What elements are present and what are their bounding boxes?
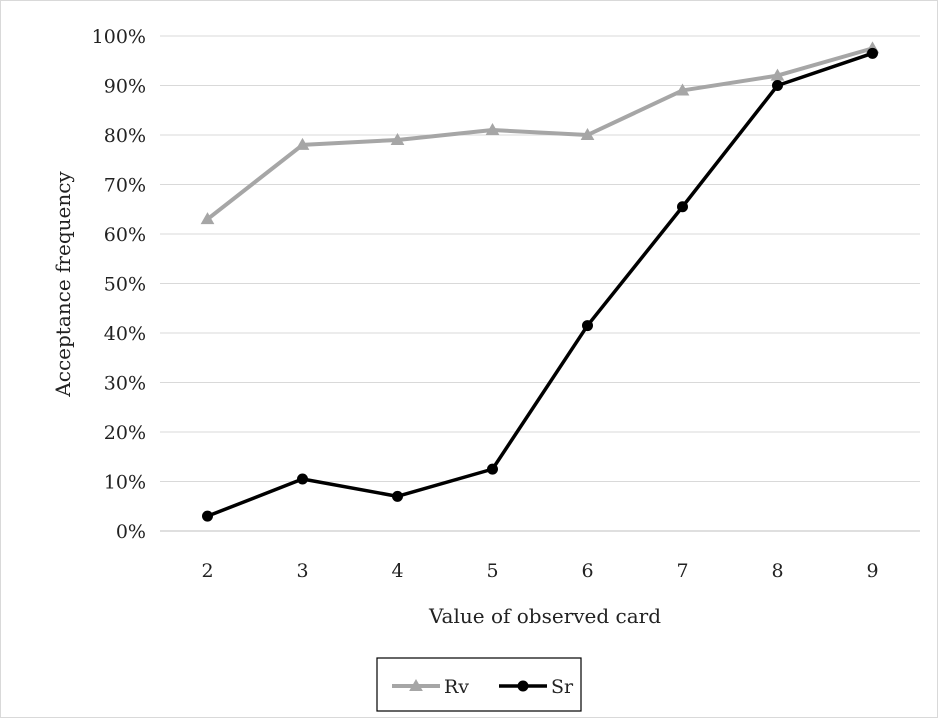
data-point-sr <box>202 510 213 522</box>
series-line-sr <box>205 51 875 518</box>
data-point-sr <box>297 473 308 485</box>
x-axis-title: Value of observed card <box>428 604 661 628</box>
data-point-sr <box>867 47 878 59</box>
data-point-sr <box>392 490 403 502</box>
axes: 0% 10% 20% 30% 40% 50% 60% 70% 80% 90% 100% 2 3 4 5 6 7 8… <box>92 26 920 582</box>
data-point-sr <box>487 463 498 475</box>
legend-marker-sr <box>517 680 529 692</box>
data-point-sr <box>677 201 688 213</box>
data-point-rv <box>675 83 690 96</box>
series-line-rv <box>205 46 875 222</box>
x-tick-label: 6 <box>581 560 593 582</box>
x-tick-label: 4 <box>391 560 403 582</box>
data-point-sr <box>582 320 593 332</box>
y-tick-label: 40% <box>104 323 146 345</box>
x-tick-label: 9 <box>866 560 878 582</box>
data-point-rv <box>580 127 595 140</box>
x-tick-label: 5 <box>486 560 498 582</box>
y-tick-label: 0% <box>116 521 146 543</box>
x-tick-label: 2 <box>201 560 213 582</box>
y-tick-label: 20% <box>104 422 146 444</box>
y-tick-label: 70% <box>104 175 146 197</box>
y-tick-label: 50% <box>104 274 146 296</box>
data-point-rv <box>390 132 405 145</box>
x-tick-label: 8 <box>771 560 783 582</box>
y-tick-label: 90% <box>104 76 146 98</box>
data-point-rv <box>295 137 310 150</box>
y-tick-label: 100% <box>92 26 146 48</box>
legend-label-sr: Sr <box>551 676 574 698</box>
y-tick-label: 60% <box>104 224 146 246</box>
y-tick-label: 80% <box>104 125 146 147</box>
labels: Value of observed card Acceptance freque… <box>51 171 661 628</box>
data-point-sr <box>772 80 783 91</box>
x-tick-label: 7 <box>676 560 688 582</box>
series-lines <box>200 41 880 522</box>
legend: Rv Sr <box>376 657 582 712</box>
data-point-rv <box>485 123 500 136</box>
y-tick-label: 30% <box>104 373 146 395</box>
legend-label-rv: Rv <box>444 676 469 698</box>
data-point-rv <box>200 212 215 225</box>
y-tick-label: 10% <box>104 472 146 494</box>
x-tick-label: 3 <box>296 560 308 582</box>
y-axis-title: Acceptance frequency <box>51 171 75 398</box>
legend-marker-rv <box>409 678 423 691</box>
gridlines <box>160 35 920 482</box>
